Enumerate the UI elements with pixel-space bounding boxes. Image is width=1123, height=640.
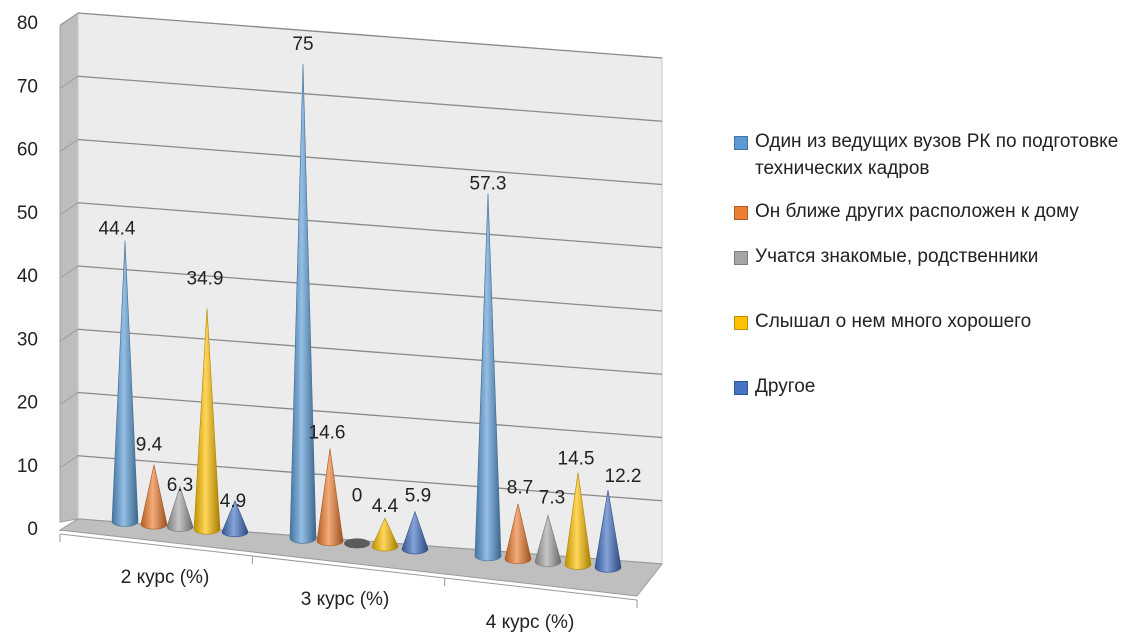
legend: Один из ведущих вузов РК по подготовке т… (734, 128, 1119, 400)
cone-body (140, 464, 168, 530)
data-label: 4.9 (220, 491, 246, 512)
x-axis-tick-labels: 2 курс (%) 3 курс (%) 4 курс (%) (59, 534, 638, 633)
gridline (77, 202, 663, 249)
y-tick-label: 40 (17, 266, 38, 287)
y-tick-label: 30 (17, 329, 38, 350)
cone-body (594, 490, 622, 573)
cone-body (534, 514, 562, 567)
cone (221, 500, 249, 538)
cone (193, 308, 221, 535)
data-label: 7.3 (539, 487, 565, 508)
x-axis-line (59, 533, 638, 601)
cone-body (401, 510, 429, 555)
data-label: 5.9 (405, 486, 431, 507)
cone-body (193, 308, 221, 535)
plot-floor (58, 518, 663, 601)
cone-body (289, 63, 317, 544)
x-tick-label: 4 курс (%) (486, 612, 575, 633)
cone (140, 464, 168, 530)
legend-swatch (734, 381, 748, 395)
side-gridline (59, 265, 79, 279)
gridline (77, 391, 663, 439)
legend-item: Учатся знакомые, родственники (734, 243, 1119, 270)
legend-label: Один из ведущих вузов РК по подготовке т… (755, 131, 1119, 179)
data-label: 9.4 (136, 435, 163, 456)
y-tick-label: 0 (27, 519, 38, 540)
cone (344, 538, 370, 549)
cone (166, 485, 194, 532)
cone (564, 472, 592, 570)
data-labels: 44.4 9.46.3 34.9 4.9 75 14.6 0 4.4 5.9 57.3 8.7 7.3… (99, 34, 642, 517)
data-label: 0 (352, 485, 363, 506)
side-gridline (59, 75, 79, 89)
data-label: 44.4 (99, 219, 136, 240)
cone (534, 514, 562, 567)
cone-body (371, 517, 399, 552)
data-label: 4.4 (372, 496, 399, 517)
legend-swatch (734, 251, 748, 265)
cone-body (221, 500, 249, 538)
side-gridline (59, 392, 79, 405)
legend-label: Слышал о нем много хорошего (755, 311, 1032, 332)
legend-item: Один из ведущих вузов РК по подготовке т… (734, 128, 1119, 182)
cone (474, 193, 502, 562)
legend-item: Слышал о нем много хорошего (734, 308, 1119, 335)
y-tick-label: 60 (17, 140, 38, 161)
legend-swatch (734, 316, 748, 330)
cone (111, 240, 139, 527)
cone (401, 510, 429, 555)
cone-body (504, 503, 532, 565)
data-label: 12.2 (605, 466, 642, 487)
legend-item: Он ближе других расположен к дому (734, 198, 1119, 225)
legend-label: Другое (755, 376, 816, 397)
cone-body (166, 485, 194, 532)
legend-swatch (734, 206, 748, 220)
cone (371, 517, 399, 552)
legend-label: Учатся знакомые, родственники (755, 246, 1039, 267)
cone-body (564, 472, 592, 570)
data-label: 75 (292, 34, 313, 55)
y-tick-label: 20 (17, 393, 38, 414)
data-label: 57.3 (470, 173, 507, 194)
x-tick-label: 2 курс (%) (121, 567, 210, 588)
cone-body (316, 448, 344, 547)
cone (289, 63, 317, 544)
cone-body (111, 240, 139, 527)
cone-series (111, 63, 622, 573)
side-gridline (59, 12, 79, 26)
gridline (77, 265, 663, 312)
cone-base (344, 538, 370, 549)
cone (316, 448, 344, 547)
side-gridline (59, 455, 79, 469)
legend-label: Он ближе других расположен к дому (755, 201, 1079, 222)
data-label: 34.9 (187, 268, 224, 289)
legend-swatch (734, 136, 748, 150)
y-axis-tick-labels: 0 10 20 30 40 50 60 70 80 (17, 13, 38, 540)
x-tick-label: 3 курс (%) (301, 589, 390, 610)
y-tick-label: 10 (17, 456, 38, 477)
cone (594, 490, 622, 573)
cone-body (474, 193, 502, 562)
data-label: 6.3 (167, 475, 193, 496)
data-label: 8.7 (507, 478, 533, 499)
gridline (77, 328, 663, 375)
side-gridline (59, 328, 79, 342)
legend-item: Другое (734, 373, 1119, 400)
cone (504, 503, 532, 565)
gridline (77, 455, 663, 502)
y-tick-label: 70 (17, 76, 38, 97)
data-label: 14.6 (309, 423, 346, 444)
side-gridline (59, 202, 79, 216)
data-label: 14.5 (558, 449, 595, 470)
floor (58, 518, 663, 597)
gridline (77, 75, 663, 122)
gridline (77, 12, 663, 59)
side-gridline (59, 139, 79, 152)
y-tick-label: 80 (17, 13, 38, 34)
gridline (77, 138, 663, 186)
y-tick-label: 50 (17, 203, 38, 224)
